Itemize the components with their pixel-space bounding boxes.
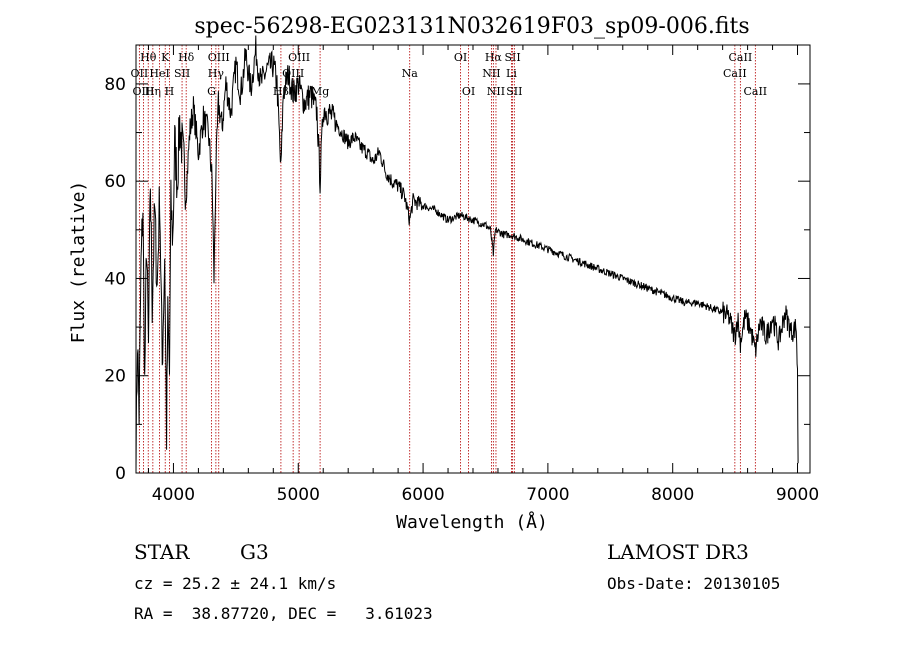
survey-name: LAMOST DR3 xyxy=(607,540,749,564)
line-label-21: NII xyxy=(487,85,505,98)
line-label-27: CaII xyxy=(743,85,767,98)
line-label-0: Hθ xyxy=(140,51,157,64)
line-label-18: OI xyxy=(462,85,475,98)
chart-title: spec-56298-EG023131N032619F03_sp09-006.f… xyxy=(194,14,749,39)
line-label-22: SII xyxy=(504,51,520,64)
y-axis-label: Flux (relative) xyxy=(68,181,89,344)
line-label-2: OIII xyxy=(132,85,154,98)
line-label-9: OIII xyxy=(208,51,230,64)
line-label-12: Hβ xyxy=(273,85,289,98)
line-label-6: H xyxy=(165,85,175,98)
redshift-cz: cz = 25.2 ± 24.1 km/s xyxy=(134,574,337,593)
x-tick-label-4: 8000 xyxy=(651,485,694,505)
y-tick-label-4: 80 xyxy=(104,75,126,95)
x-tick-label-5: 9000 xyxy=(776,485,819,505)
line-label-26: CaII xyxy=(723,67,747,80)
line-label-24: SII xyxy=(506,85,522,98)
line-label-17: OI xyxy=(454,51,467,64)
plot-frame xyxy=(135,44,811,474)
line-label-5: HeI xyxy=(149,67,169,80)
line-label-1: OII xyxy=(131,67,149,80)
line-label-19: Hα xyxy=(485,51,503,64)
y-tick-label-3: 60 xyxy=(104,172,126,192)
x-tick-label-2: 6000 xyxy=(401,485,444,505)
coordinates: RA = 38.87720, DEC = 3.61023 xyxy=(134,604,433,623)
line-label-8: Hδ xyxy=(178,51,195,64)
x-axis-ticks: 4000 5000 6000 7000 8000 9000 xyxy=(147,45,819,505)
line-label-3: Hη xyxy=(145,85,161,98)
line-label-11: G xyxy=(207,85,216,98)
spectrum-line xyxy=(135,35,799,474)
y-tick-label-1: 20 xyxy=(104,367,126,387)
y-tick-label-0: 0 xyxy=(115,464,126,484)
line-label-15: Mg xyxy=(311,85,329,98)
x-tick-label-0: 4000 xyxy=(152,485,195,505)
y-tick-label-2: 40 xyxy=(104,269,126,289)
object-class: STAR xyxy=(134,540,190,564)
line-label-7: SII xyxy=(174,67,190,80)
x-axis-label: Wavelength (Å) xyxy=(396,511,548,533)
line-label-25: CaII xyxy=(729,51,753,64)
x-tick-label-1: 5000 xyxy=(277,485,320,505)
line-label-14: OIII xyxy=(288,51,310,64)
spectrum-layer xyxy=(135,35,799,474)
object-subclass: G3 xyxy=(240,540,269,564)
line-label-4: K xyxy=(161,51,170,64)
line-label-20: NII xyxy=(482,67,500,80)
observation-date: Obs-Date: 20130105 xyxy=(607,574,781,593)
x-tick-label-3: 7000 xyxy=(526,485,569,505)
line-label-23: Li xyxy=(506,67,517,80)
line-label-10: Hγ xyxy=(208,67,225,80)
line-label-16: Na xyxy=(402,67,419,80)
y-axis-ticks: 0 20 40 60 80 xyxy=(104,75,810,484)
